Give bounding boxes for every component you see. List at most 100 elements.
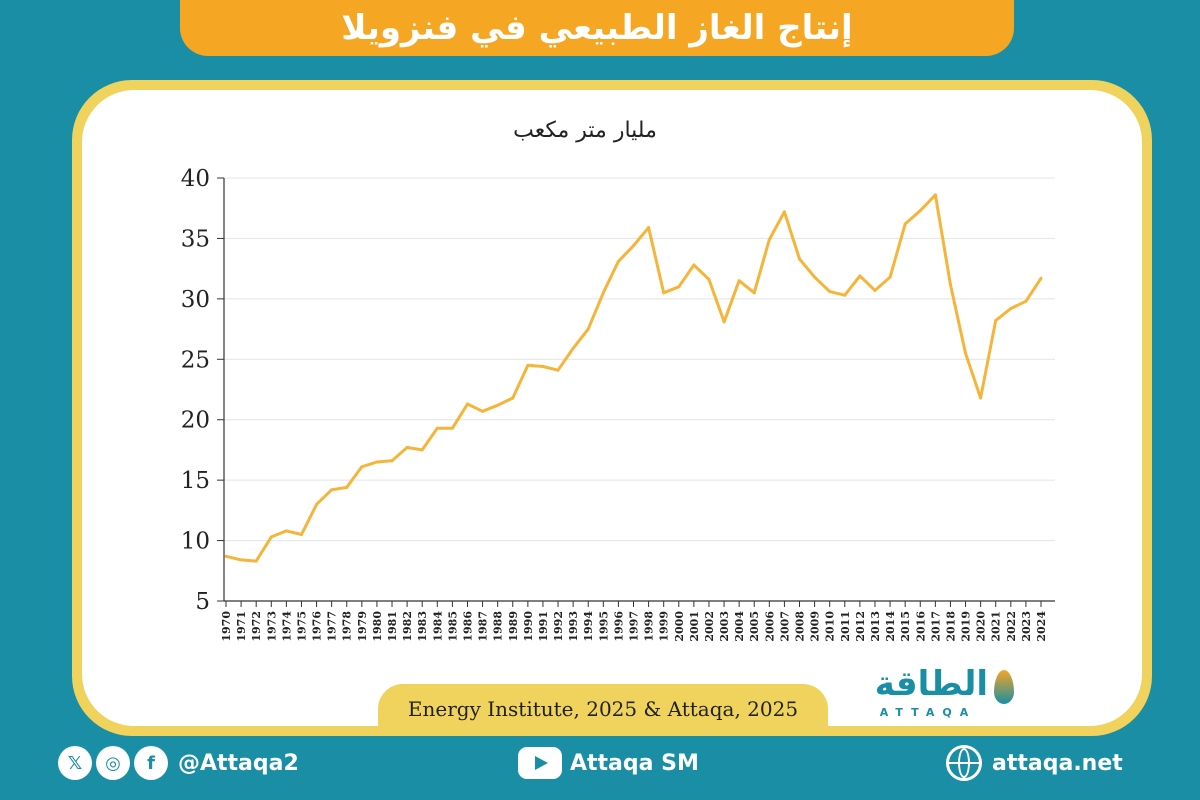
y-tick-label: 5: [195, 589, 210, 615]
x-tick-label: 2002: [703, 611, 716, 642]
data-point: [1039, 276, 1043, 280]
x-tick-label: 1988: [492, 611, 505, 642]
x-tick-label: 2006: [763, 611, 776, 642]
data-point: [571, 346, 575, 350]
x-tick-label: 2014: [884, 611, 897, 642]
data-point: [465, 402, 469, 406]
data-point: [541, 365, 545, 369]
x-tick-label: 1984: [431, 611, 444, 642]
x-tick-label: 1983: [416, 611, 429, 642]
data-point: [782, 210, 786, 214]
footer-youtube: Attaqa SM: [518, 738, 699, 788]
data-point: [707, 278, 711, 282]
x-tick-label: 2001: [688, 611, 701, 642]
x-tick-label: 1985: [446, 611, 459, 642]
x-tick-label: 1997: [628, 611, 641, 642]
x-tick-label: 1979: [356, 611, 369, 642]
data-point: [315, 502, 319, 506]
x-tick-label: 1977: [326, 611, 339, 642]
data-point: [284, 529, 288, 533]
data-point: [964, 351, 968, 355]
data-point: [390, 459, 394, 463]
data-point: [526, 363, 530, 367]
y-tick-label: 10: [181, 529, 210, 555]
x-tick-label: 2000: [673, 611, 686, 642]
x-tick-label: 1994: [582, 611, 595, 642]
youtube-icon[interactable]: [518, 747, 562, 779]
y-tick-label: 15: [181, 468, 210, 494]
x-tick-label: 2012: [854, 611, 867, 642]
data-point: [843, 293, 847, 297]
data-point: [737, 279, 741, 283]
x-tick-label: 2018: [944, 611, 957, 642]
x-tick-label: 2009: [809, 611, 822, 642]
chart-card: [82, 90, 1142, 726]
data-point: [692, 263, 696, 267]
x-tick-label: 2003: [718, 611, 731, 642]
y-tick-label: 30: [181, 287, 210, 313]
x-tick-label: 2015: [899, 611, 912, 642]
facebook-icon[interactable]: f: [134, 746, 168, 780]
data-point: [662, 291, 666, 295]
x-tick-label: 1974: [280, 611, 293, 642]
x-tick-label: 2023: [1020, 611, 1033, 642]
data-point: [647, 226, 651, 230]
data-point: [828, 290, 832, 294]
x-icon[interactable]: 𝕏: [58, 746, 92, 780]
data-point: [375, 460, 379, 464]
data-point: [722, 320, 726, 324]
x-tick-label: 1987: [477, 611, 490, 642]
x-tick-label: 1982: [401, 611, 414, 642]
x-tick-label: 2005: [748, 611, 761, 642]
data-point: [752, 291, 756, 295]
x-tick-label: 1973: [265, 611, 278, 642]
data-point: [481, 409, 485, 413]
logo-arabic: الطاقة: [874, 664, 988, 704]
x-tick-label: 1991: [537, 611, 550, 642]
social-handle[interactable]: @Attaqa2: [178, 750, 299, 776]
x-tick-label: 2021: [990, 611, 1003, 642]
data-point: [1009, 307, 1013, 311]
x-tick-label: 1996: [612, 611, 625, 642]
data-point: [420, 448, 424, 452]
x-tick-label: 1990: [522, 611, 535, 642]
series-line: [225, 193, 1043, 563]
footer-website: attaqa.net: [946, 738, 1123, 788]
data-point: [933, 193, 937, 197]
x-tick-label: 2013: [869, 611, 882, 642]
data-point: [556, 368, 560, 372]
x-tick-label: 2016: [914, 611, 927, 642]
data-point: [345, 485, 349, 489]
data-point: [330, 488, 334, 492]
data-point: [918, 209, 922, 213]
data-point: [632, 244, 635, 248]
logo-english: ATTAQA: [879, 706, 977, 719]
youtube-handle[interactable]: Attaqa SM: [570, 750, 699, 776]
y-tick-label: 20: [181, 408, 210, 434]
y-tick-label: 40: [181, 166, 210, 192]
attaqa-logo: الطاقة ATTAQA: [848, 664, 1018, 726]
unit-label: مليار متر مكعب: [513, 118, 657, 143]
x-tick-label: 1971: [235, 611, 248, 642]
data-point: [239, 558, 243, 562]
website-link[interactable]: attaqa.net: [992, 750, 1123, 776]
instagram-icon[interactable]: ◎: [96, 746, 130, 780]
data-point: [224, 554, 228, 558]
x-tick-label: 1981: [386, 611, 399, 642]
x-tick-label: 1975: [295, 611, 308, 642]
x-tick-label: 1976: [311, 611, 324, 642]
x-tick-label: 1993: [567, 611, 580, 642]
x-tick-label: 2024: [1035, 611, 1048, 642]
data-point: [979, 396, 983, 400]
data-point: [254, 559, 258, 563]
data-point: [299, 533, 303, 537]
y-tick-label: 35: [181, 226, 210, 252]
data-point: [1024, 299, 1028, 303]
y-tick-label: 25: [181, 347, 210, 373]
data-point: [586, 327, 590, 331]
x-tick-label: 1980: [371, 611, 384, 642]
x-tick-label: 1999: [658, 611, 671, 642]
x-tick-label: 2011: [839, 611, 852, 642]
data-point: [511, 396, 515, 400]
